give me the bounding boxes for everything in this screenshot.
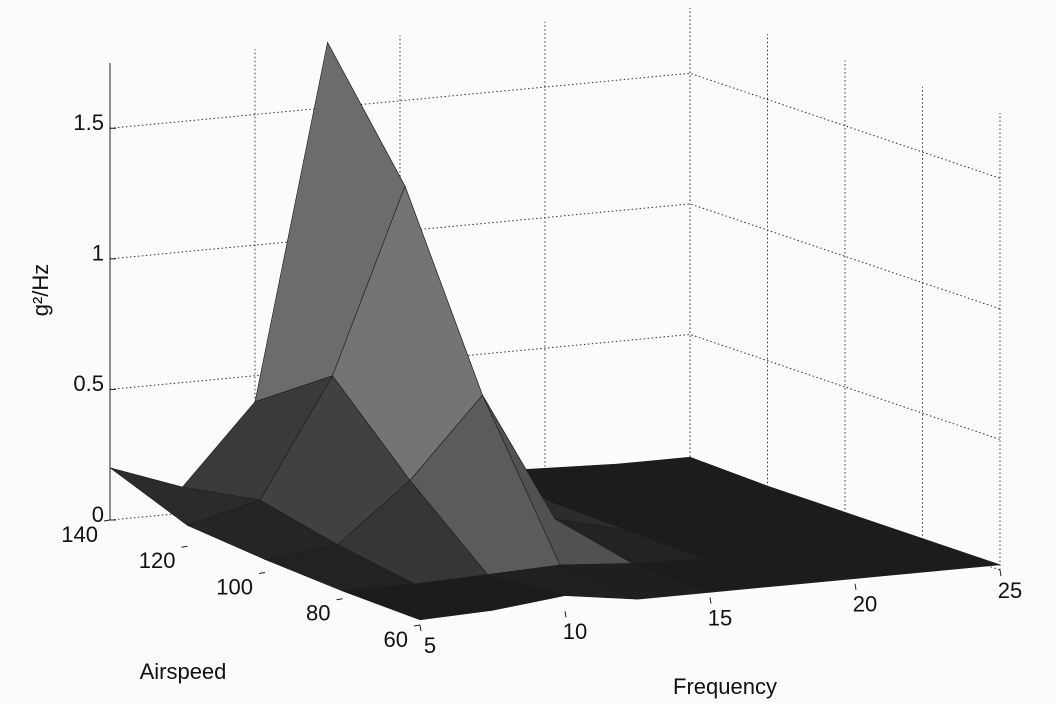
y-tick-label: 140: [61, 522, 98, 547]
x-tick: [419, 624, 422, 632]
x-tick: [854, 583, 857, 590]
x-axis-label: Frequency: [673, 674, 777, 699]
y-tick-label: 80: [306, 601, 330, 626]
z-tick-label: 1.5: [73, 110, 104, 135]
x-tick-label: 10: [563, 619, 587, 644]
y-axis-label: Airspeed: [140, 659, 227, 684]
x-tick: [999, 569, 1002, 577]
grid-line: [109, 72, 1001, 179]
x-tick: [564, 611, 567, 618]
grid-line: [109, 203, 1001, 310]
y-tick: [258, 572, 266, 574]
y-tick: [181, 545, 188, 548]
x-tick-label: 25: [998, 578, 1022, 603]
x-tick-label: 20: [853, 592, 877, 617]
x-tick-label: 15: [708, 605, 732, 630]
grid-line: [109, 333, 1001, 440]
y-tick-label: 60: [384, 627, 408, 652]
z-tick-label: 1: [92, 241, 104, 266]
y-tick-label: 100: [216, 574, 253, 599]
y-tick: [413, 624, 421, 627]
y-tick-label: 120: [139, 548, 176, 573]
x-tick-label: 5: [424, 633, 436, 658]
surface-patch: [342, 583, 493, 621]
z-axis-label: g²/Hz: [28, 264, 53, 317]
x-tick: [709, 597, 712, 604]
z-tick-label: 0.5: [73, 371, 104, 396]
y-tick: [103, 519, 111, 522]
z-tick-label: 0: [92, 502, 104, 527]
y-tick: [336, 598, 343, 601]
